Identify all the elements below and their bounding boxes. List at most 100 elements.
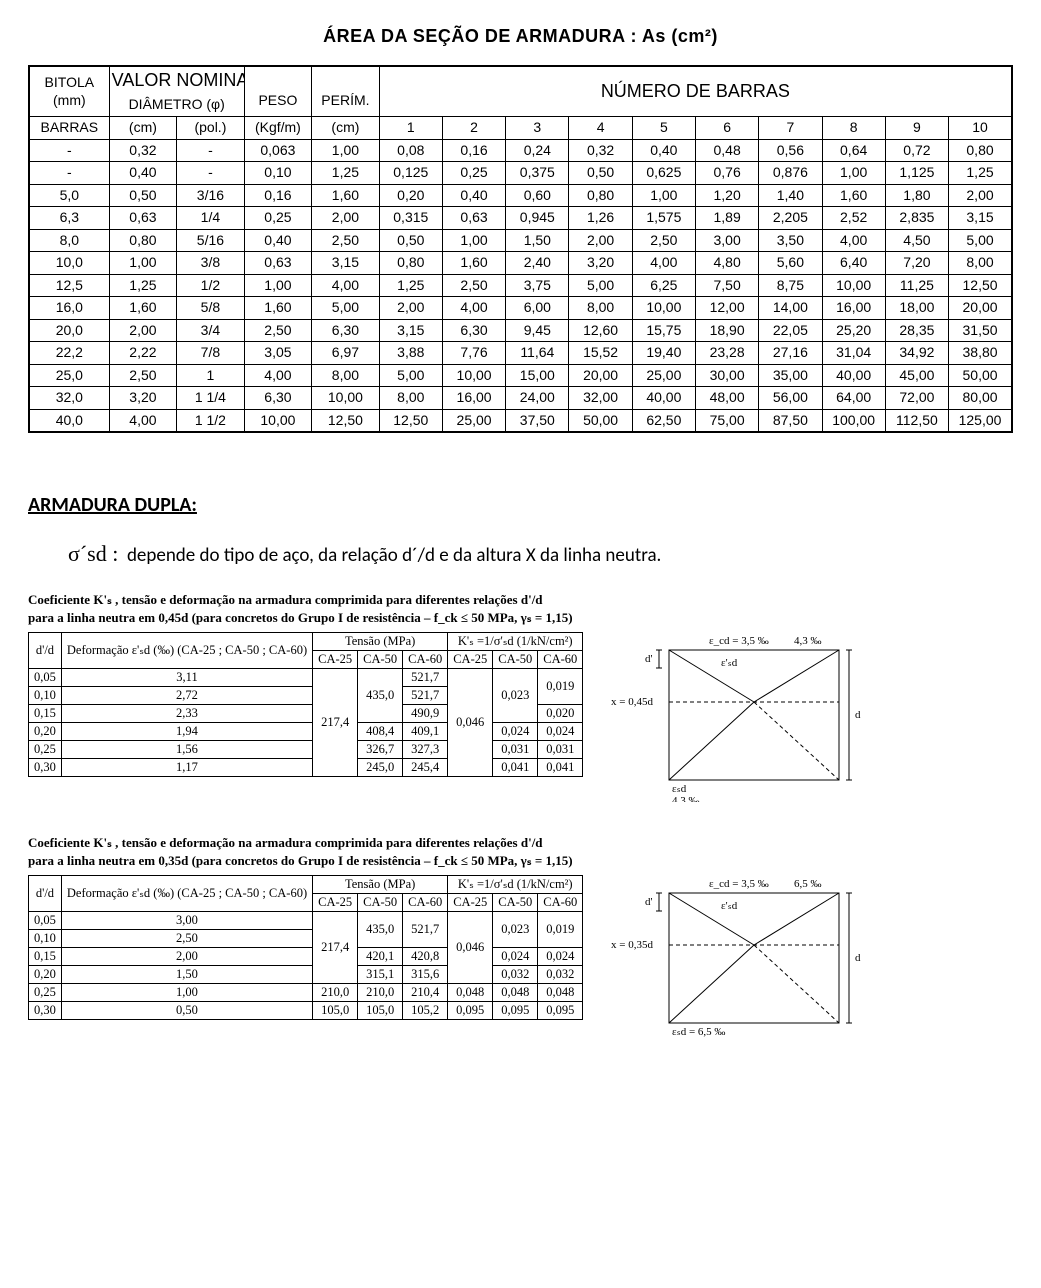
table-cell: 0,15 — [29, 948, 62, 966]
col-num-8: 8 — [822, 117, 885, 140]
table-cell: 12,50 — [379, 409, 442, 432]
table-cell: 18,00 — [885, 297, 948, 320]
table-row: 6,30,631/40,252,000,3150,630,9451,261,57… — [29, 207, 1012, 230]
table-cell: 2,52 — [822, 207, 885, 230]
table-cell: 0,315 — [379, 207, 442, 230]
coef-header: CA-50 — [493, 894, 538, 912]
svg-text:ε_cd = 3,5 ‰: ε_cd = 3,5 ‰ — [709, 878, 769, 890]
table-cell: 27,16 — [759, 342, 822, 365]
table-cell: 1,26 — [569, 207, 632, 230]
table-cell: 0,023 — [493, 669, 538, 723]
table-cell: 4,00 — [244, 364, 312, 387]
table-cell: 6,3 — [29, 207, 109, 230]
table-cell: 326,7 — [358, 741, 403, 759]
table-cell: 1,00 — [244, 274, 312, 297]
table-cell: 3,11 — [61, 669, 312, 687]
table-row: 12,51,251/21,004,001,252,503,755,006,257… — [29, 274, 1012, 297]
table-cell: 1,00 — [312, 139, 380, 162]
table-cell: 2,00 — [949, 184, 1012, 207]
table-cell: - — [29, 139, 109, 162]
table-row: 40,04,001 1/210,0012,5012,5025,0037,5050… — [29, 409, 1012, 432]
table-cell: 100,00 — [822, 409, 885, 432]
coef-header: CA-25 — [313, 651, 358, 669]
table-row: 0,053,11217,4435,0521,70,0460,0230,019 — [29, 669, 583, 687]
table-cell: 8,75 — [759, 274, 822, 297]
table-cell: 0,20 — [379, 184, 442, 207]
table-cell: 125,00 — [949, 409, 1012, 432]
table-cell: 2,72 — [61, 687, 312, 705]
table-cell: 2,50 — [244, 319, 312, 342]
col-num-7: 7 — [759, 117, 822, 140]
table-cell: 34,92 — [885, 342, 948, 365]
coef-header: CA-25 — [448, 894, 493, 912]
table-cell: 1,00 — [822, 162, 885, 185]
table-cell: 1 1/4 — [177, 387, 245, 410]
table-cell: 105,0 — [313, 1002, 358, 1020]
table-cell: 5,60 — [759, 252, 822, 275]
table-cell: 521,7 — [403, 912, 448, 948]
table-cell: 38,80 — [949, 342, 1012, 365]
table-cell: 5/8 — [177, 297, 245, 320]
table-cell: 4,00 — [312, 274, 380, 297]
table-cell: 0,031 — [493, 741, 538, 759]
table-cell: 0,40 — [442, 184, 505, 207]
table-row: 0,251,00210,0210,0210,40,0480,0480,048 — [29, 984, 583, 1002]
table-cell: 6,97 — [312, 342, 380, 365]
table-row: 32,03,201 1/46,3010,008,0016,0024,0032,0… — [29, 387, 1012, 410]
table-cell: 15,00 — [506, 364, 569, 387]
table-row: 0,152,00420,1420,80,0240,024 — [29, 948, 583, 966]
coef-block-045d: Coeficiente K'ₛ , tensão e deformação na… — [28, 591, 1013, 802]
table-cell: 0,76 — [695, 162, 758, 185]
table-row: 0,053,00217,4435,0521,70,0460,0230,019 — [29, 912, 583, 930]
table-cell: 7,20 — [885, 252, 948, 275]
table-cell: 80,00 — [949, 387, 1012, 410]
svg-text:d: d — [855, 952, 861, 964]
table-cell: 1,17 — [61, 759, 312, 777]
table-row: -0,40-0,101,250,1250,250,3750,500,6250,7… — [29, 162, 1012, 185]
table-cell: 2,205 — [759, 207, 822, 230]
table-cell: 0,16 — [442, 139, 505, 162]
table-cell: 4,50 — [885, 229, 948, 252]
table-cell: 0,30 — [29, 759, 62, 777]
table-cell: 0,032 — [538, 966, 583, 984]
table-cell: 210,4 — [403, 984, 448, 1002]
table-cell: 2,50 — [632, 229, 695, 252]
table-cell: 12,00 — [695, 297, 758, 320]
table-cell: 25,00 — [442, 409, 505, 432]
table-cell: 408,4 — [358, 723, 403, 741]
table-cell: 0,10 — [29, 687, 62, 705]
table-cell: 3,15 — [379, 319, 442, 342]
table-cell: 40,0 — [29, 409, 109, 432]
table-cell: 5,00 — [312, 297, 380, 320]
table-cell: 0,024 — [493, 723, 538, 741]
table-cell: 2,40 — [506, 252, 569, 275]
table-cell: 32,00 — [569, 387, 632, 410]
table-cell: 0,25 — [29, 741, 62, 759]
table-cell: 2,00 — [61, 948, 312, 966]
table-cell: 1,125 — [885, 162, 948, 185]
table-cell: 245,4 — [403, 759, 448, 777]
table-cell: 0,32 — [569, 139, 632, 162]
table-cell: 3,75 — [506, 274, 569, 297]
svg-text:ε'ₛd: ε'ₛd — [721, 900, 738, 912]
table-cell: 0,72 — [885, 139, 948, 162]
table-cell: 0,50 — [61, 1002, 312, 1020]
table-cell: 245,0 — [358, 759, 403, 777]
table-cell: 1,00 — [61, 984, 312, 1002]
table-cell: 0,046 — [448, 669, 493, 777]
table-cell: 0,63 — [109, 207, 177, 230]
table-cell: 0,095 — [493, 1002, 538, 1020]
table-cell: 4,00 — [442, 297, 505, 320]
svg-text:ε_cd = 3,5 ‰: ε_cd = 3,5 ‰ — [709, 635, 769, 647]
table-cell: 0,80 — [109, 229, 177, 252]
table-cell: 112,50 — [885, 409, 948, 432]
col-peso: PESO — [244, 66, 312, 117]
table-cell: 8,0 — [29, 229, 109, 252]
table-cell: 315,6 — [403, 966, 448, 984]
table-cell: 0,019 — [538, 912, 583, 948]
table-cell: 14,00 — [759, 297, 822, 320]
table-cell: 0,05 — [29, 912, 62, 930]
coef1-caption: Coeficiente K'ₛ , tensão e deformação na… — [28, 591, 668, 626]
rebar-area-table: BITOLA (mm) VALOR NOMINAL PARA CÁLCULO D… — [28, 65, 1013, 433]
table-cell: 1,60 — [442, 252, 505, 275]
